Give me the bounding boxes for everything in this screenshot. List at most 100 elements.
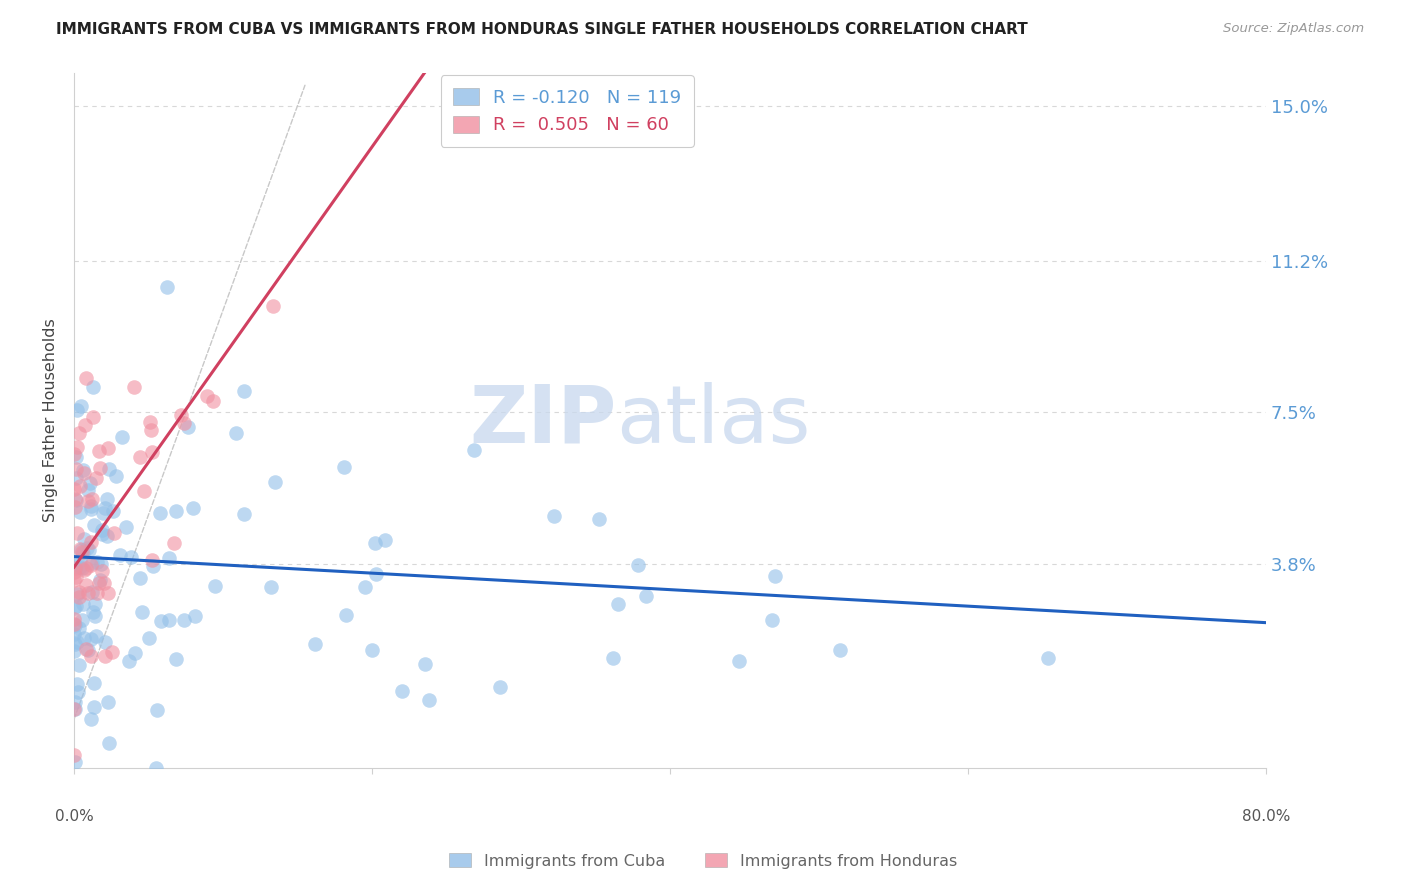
Point bbox=[146, 703, 169, 717]
Point bbox=[90, 527, 112, 541]
Point bbox=[374, 533, 396, 547]
Point bbox=[80, 585, 103, 599]
Point bbox=[90, 557, 112, 571]
Point bbox=[141, 552, 163, 566]
Point bbox=[65, 599, 87, 614]
Point bbox=[86, 586, 108, 600]
Point bbox=[173, 614, 195, 628]
Point bbox=[89, 444, 111, 458]
Point bbox=[65, 569, 87, 583]
Point bbox=[76, 541, 98, 556]
Point bbox=[156, 280, 179, 294]
Point bbox=[83, 699, 105, 714]
Point bbox=[94, 635, 117, 649]
Point bbox=[73, 466, 96, 480]
Point bbox=[79, 475, 101, 490]
Point bbox=[761, 613, 783, 627]
Point bbox=[97, 695, 120, 709]
Legend: Immigrants from Cuba, Immigrants from Honduras: Immigrants from Cuba, Immigrants from Ho… bbox=[443, 847, 963, 875]
Point bbox=[1038, 651, 1060, 665]
Point bbox=[72, 463, 94, 477]
Point bbox=[63, 561, 86, 575]
Point bbox=[607, 597, 630, 611]
Point bbox=[141, 423, 163, 437]
Point bbox=[98, 736, 121, 750]
Point bbox=[93, 575, 115, 590]
Point bbox=[63, 616, 86, 631]
Point bbox=[65, 492, 87, 507]
Point bbox=[65, 450, 87, 464]
Point bbox=[145, 761, 167, 775]
Point bbox=[122, 379, 145, 393]
Point bbox=[204, 579, 226, 593]
Point bbox=[105, 469, 128, 483]
Point bbox=[69, 505, 91, 519]
Point bbox=[67, 685, 90, 699]
Point bbox=[80, 632, 103, 646]
Point bbox=[73, 631, 96, 645]
Point bbox=[588, 511, 610, 525]
Point bbox=[173, 416, 195, 430]
Point bbox=[69, 479, 91, 493]
Point bbox=[86, 555, 108, 569]
Point bbox=[89, 575, 111, 590]
Point bbox=[83, 517, 105, 532]
Point bbox=[80, 712, 103, 726]
Point bbox=[354, 580, 377, 594]
Point bbox=[114, 520, 136, 534]
Point bbox=[82, 556, 104, 570]
Point bbox=[66, 525, 89, 540]
Point bbox=[332, 460, 354, 475]
Point bbox=[97, 441, 120, 455]
Point bbox=[67, 658, 90, 673]
Point bbox=[763, 569, 786, 583]
Point bbox=[63, 756, 86, 770]
Legend: R = -0.120   N = 119, R =  0.505   N = 60: R = -0.120 N = 119, R = 0.505 N = 60 bbox=[440, 75, 693, 147]
Point bbox=[84, 471, 107, 485]
Point bbox=[77, 586, 100, 600]
Point bbox=[627, 558, 650, 572]
Point bbox=[101, 645, 124, 659]
Point bbox=[70, 543, 93, 558]
Point bbox=[232, 508, 254, 522]
Point bbox=[63, 747, 86, 762]
Point bbox=[177, 420, 200, 434]
Point bbox=[149, 614, 172, 628]
Point bbox=[67, 621, 90, 635]
Point bbox=[82, 605, 104, 619]
Point bbox=[63, 617, 86, 632]
Point bbox=[264, 475, 287, 490]
Point bbox=[413, 657, 436, 671]
Point bbox=[63, 695, 86, 709]
Point bbox=[91, 564, 114, 578]
Point bbox=[80, 491, 103, 506]
Text: ZIP: ZIP bbox=[470, 382, 616, 459]
Point bbox=[84, 597, 107, 611]
Point bbox=[66, 635, 89, 649]
Point bbox=[63, 702, 86, 716]
Point bbox=[72, 546, 94, 560]
Point bbox=[141, 445, 163, 459]
Point bbox=[142, 559, 165, 574]
Y-axis label: Single Father Households: Single Father Households bbox=[44, 318, 58, 523]
Point bbox=[94, 649, 117, 664]
Point bbox=[335, 608, 357, 623]
Point bbox=[157, 613, 180, 627]
Point bbox=[65, 402, 87, 417]
Point bbox=[89, 461, 111, 475]
Point bbox=[138, 631, 160, 645]
Point bbox=[77, 542, 100, 557]
Point bbox=[259, 580, 281, 594]
Point bbox=[63, 491, 86, 506]
Point bbox=[63, 482, 86, 496]
Point bbox=[80, 502, 103, 516]
Point bbox=[63, 601, 86, 615]
Point bbox=[66, 440, 89, 454]
Point bbox=[84, 609, 107, 624]
Point bbox=[101, 504, 124, 518]
Point bbox=[75, 418, 97, 433]
Point bbox=[63, 702, 86, 716]
Point bbox=[75, 561, 97, 575]
Point bbox=[131, 605, 153, 619]
Point bbox=[75, 641, 97, 656]
